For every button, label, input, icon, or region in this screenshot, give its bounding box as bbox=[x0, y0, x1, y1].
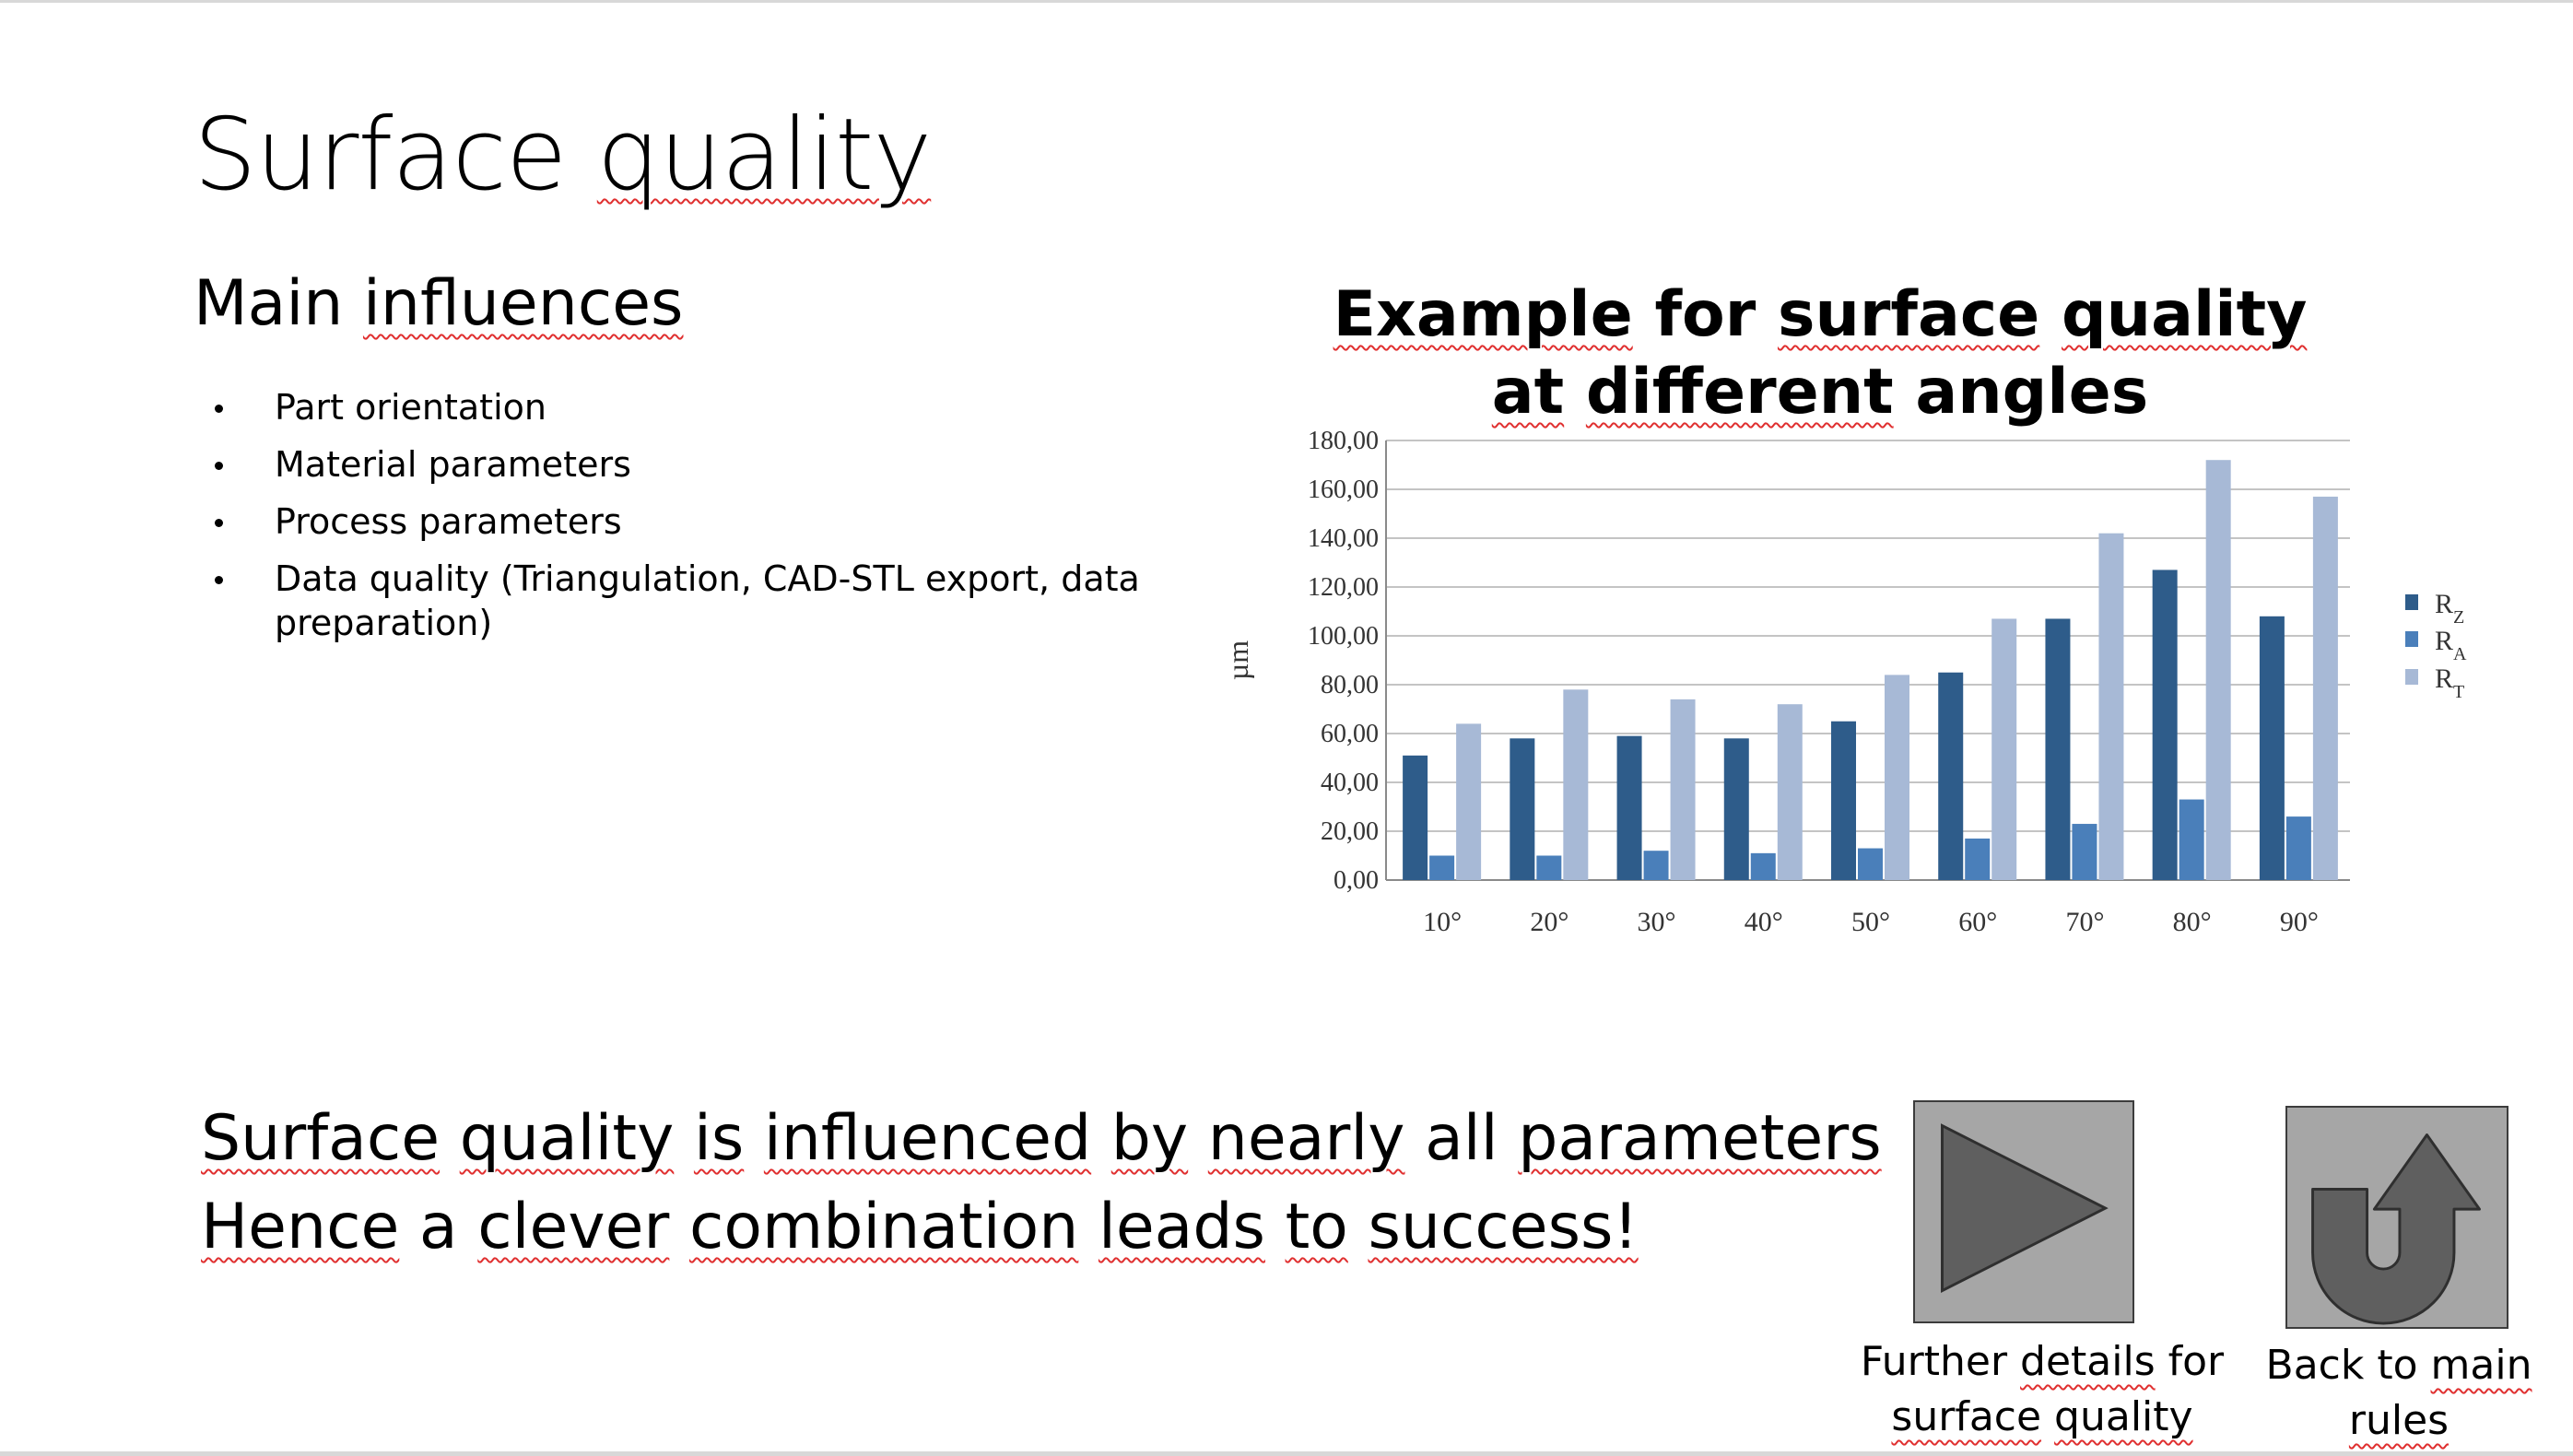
bar-ra-4 bbox=[1750, 852, 1776, 880]
chart-title: Example for surface quality at different… bbox=[1333, 278, 2308, 429]
list-item: Process parameters bbox=[208, 499, 1176, 544]
bar-rt-1 bbox=[1456, 723, 1482, 880]
legend-label: RT bbox=[2435, 663, 2464, 702]
bar-rz-7 bbox=[2045, 618, 2071, 880]
bar-rz-6 bbox=[1938, 672, 1964, 880]
y-tick-label: 160,00 bbox=[1308, 476, 1379, 504]
y-tick-label: 40,00 bbox=[1321, 769, 1379, 797]
back-to-main-rules-caption[interactable]: Back to main rules bbox=[2265, 1342, 2532, 1444]
bar-ra-8 bbox=[2179, 799, 2204, 880]
legend-label: RA bbox=[2435, 626, 2467, 664]
bar-ra-9 bbox=[2285, 816, 2311, 880]
bar-rz-8 bbox=[2152, 569, 2178, 880]
bar-ra-6 bbox=[1965, 838, 1991, 880]
bar-rt-6 bbox=[1991, 618, 2017, 880]
conclusion-line-1: Surface quality is influenced by nearly … bbox=[201, 1102, 1882, 1175]
bar-rt-3 bbox=[1670, 699, 1696, 880]
legend-swatch bbox=[2405, 669, 2418, 685]
list-item: Part orientation bbox=[208, 385, 1176, 429]
bar-ra-1 bbox=[1429, 855, 1455, 880]
bar-rt-8 bbox=[2205, 460, 2231, 880]
list-item: Data quality (Triangulation, CAD-STL exp… bbox=[208, 557, 1176, 645]
play-arrow-icon bbox=[1941, 1123, 2109, 1293]
bar-rt-9 bbox=[2312, 496, 2338, 880]
bar-rz-1 bbox=[1403, 755, 1428, 880]
x-tick-label: 10° bbox=[1423, 907, 1462, 937]
y-tick-label: 180,00 bbox=[1308, 427, 1379, 455]
list-item: Material parameters bbox=[208, 442, 1176, 487]
bar-rz-9 bbox=[2259, 616, 2285, 880]
y-tick-label: 120,00 bbox=[1308, 573, 1379, 602]
x-tick-label: 70° bbox=[2065, 907, 2104, 937]
y-tick-label: 100,00 bbox=[1308, 622, 1379, 651]
x-tick-label: 80° bbox=[2173, 907, 2212, 937]
y-axis-label: µm bbox=[1221, 640, 1254, 680]
bar-rt-7 bbox=[2098, 533, 2124, 880]
bar-ra-5 bbox=[1858, 848, 1883, 880]
bar-ra-7 bbox=[2072, 824, 2097, 880]
bar-rz-5 bbox=[1831, 721, 1856, 880]
page-title: Surface quality bbox=[194, 98, 932, 213]
legend-swatch bbox=[2405, 594, 2418, 610]
conclusion-line-2: Hence a clever combination leads to succ… bbox=[201, 1191, 1639, 1263]
y-tick-label: 80,00 bbox=[1321, 671, 1379, 699]
y-tick-label: 60,00 bbox=[1321, 720, 1379, 748]
x-tick-label: 30° bbox=[1638, 907, 1676, 937]
y-tick-label: 0,00 bbox=[1333, 866, 1379, 895]
x-tick-label: 20° bbox=[1530, 907, 1568, 937]
bar-rt-2 bbox=[1563, 689, 1589, 880]
bar-rz-4 bbox=[1723, 738, 1749, 880]
x-tick-label: 60° bbox=[1958, 907, 1997, 937]
top-border bbox=[0, 0, 2573, 3]
bar-rt-5 bbox=[1885, 675, 1909, 880]
section-heading: Main influences bbox=[194, 267, 684, 340]
y-tick-label: 140,00 bbox=[1308, 524, 1379, 553]
x-tick-label: 50° bbox=[1851, 907, 1890, 937]
conclusion-text: Surface quality is influenced by nearly … bbox=[201, 1095, 1952, 1272]
legend-swatch bbox=[2405, 631, 2418, 647]
bar-ra-3 bbox=[1643, 851, 1669, 880]
influence-list: Part orientation Material parameters Pro… bbox=[208, 385, 1176, 658]
further-details-button[interactable] bbox=[1913, 1100, 2134, 1323]
bar-ra-2 bbox=[1536, 855, 1562, 880]
surface-quality-bar-chart: 0,00 20,00 40,00 60,00 80,00 100,00 120,00 140,… bbox=[1221, 427, 2467, 937]
x-tick-label: 90° bbox=[2280, 907, 2319, 937]
bottom-border bbox=[0, 1451, 2573, 1456]
x-tick-label: 40° bbox=[1745, 907, 1783, 937]
bar-rt-4 bbox=[1777, 704, 1803, 880]
y-tick-label: 20,00 bbox=[1321, 817, 1379, 846]
u-turn-arrow-icon bbox=[2311, 1133, 2481, 1325]
bar-rz-2 bbox=[1510, 738, 1535, 880]
further-details-caption[interactable]: Further details for surface quality bbox=[1860, 1338, 2225, 1440]
bar-rz-3 bbox=[1616, 735, 1642, 880]
legend-label: RZ bbox=[2435, 589, 2464, 628]
back-to-main-rules-button[interactable] bbox=[2285, 1106, 2508, 1329]
